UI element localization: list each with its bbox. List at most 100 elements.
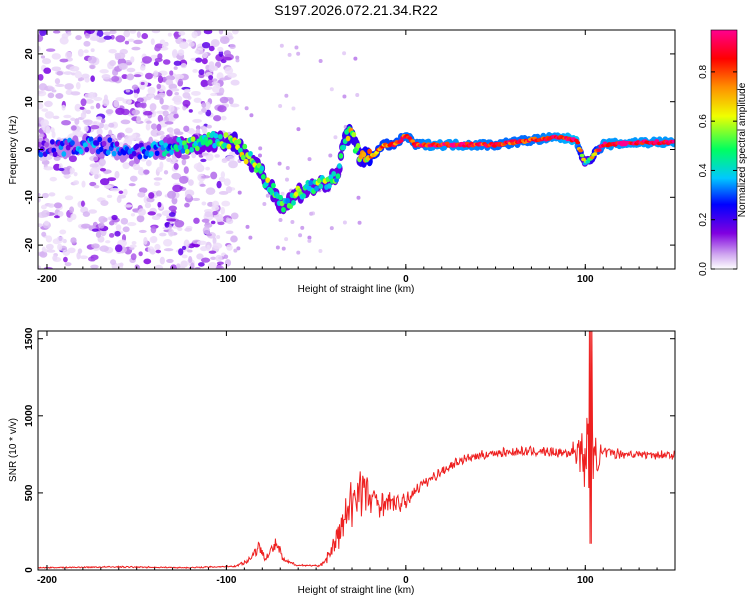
- spectrogram-speckle: [90, 48, 95, 53]
- spectrogram-speckle: [153, 95, 162, 100]
- spectrogram-speckle: [159, 232, 167, 237]
- spectrogram-speckle: [146, 120, 152, 124]
- spectrogram-speckle: [129, 175, 138, 182]
- spectrogram-ridge-core: [213, 133, 219, 139]
- spectrogram-speckle: [85, 109, 91, 115]
- spectrogram-speckle: [140, 81, 145, 86]
- spectrogram-speckle: [208, 64, 215, 73]
- spectrogram-speckle: [171, 197, 178, 205]
- spectrogram-speckle: [212, 242, 223, 250]
- spectrogram-speckle: [182, 99, 191, 107]
- spectrogram-speckle: [183, 239, 190, 248]
- spectrogram-ridge-core: [355, 142, 361, 149]
- spectrogram-speckle: [329, 87, 334, 92]
- spectrogram-speckle: [98, 222, 105, 229]
- spectrogram-speckle: [280, 191, 285, 196]
- y-tick-label: 500: [24, 484, 35, 501]
- spectrogram-speckle: [52, 30, 61, 34]
- spectrogram-speckle: [230, 235, 238, 243]
- spectrogram-speckle: [63, 174, 72, 178]
- spectrogram-speckle: [171, 172, 182, 180]
- spectrogram-speckle: [233, 248, 238, 253]
- spectrogram-ridge-core: [111, 150, 117, 157]
- spectrogram-speckle: [109, 232, 115, 238]
- spectrogram-speckle: [82, 119, 90, 123]
- spectrogram-speckle: [156, 166, 163, 173]
- snr-line-layer: [38, 331, 675, 569]
- spectrogram-speckle: [165, 75, 176, 81]
- spectrogram-speckle: [47, 92, 55, 99]
- spectrogram-speckle: [131, 46, 141, 51]
- spectrogram-speckle: [91, 243, 100, 249]
- spectrogram-speckle: [342, 51, 347, 56]
- spectrogram-speckle: [200, 257, 211, 263]
- y-tick-label: -10: [24, 190, 35, 205]
- spectrogram-speckle: [70, 117, 76, 122]
- spectrogram-speckle: [218, 191, 229, 195]
- spectrogram-speckle: [174, 73, 185, 80]
- spectrogram-speckle: [170, 264, 178, 269]
- spectrogram-speckle: [208, 75, 214, 80]
- spectrogram-speckle: [202, 226, 210, 235]
- spectrogram-speckle: [281, 246, 286, 251]
- spectrogram-speckle: [59, 58, 69, 63]
- spectrogram-speckle: [218, 30, 224, 35]
- spectrogram-speckle: [188, 42, 195, 47]
- spectrogram-speckle: [191, 31, 198, 39]
- spectrogram-speckle: [130, 56, 135, 63]
- spectrogram-ridge-core: [84, 146, 90, 153]
- spectrogram-ridge-core: [94, 140, 100, 146]
- spectrogram-speckle: [103, 35, 112, 40]
- spectrogram-speckle: [168, 105, 175, 113]
- spectrogram-speckle: [167, 32, 172, 37]
- spectrogram-ridge-core: [592, 152, 598, 156]
- spectrogram-ridge-core: [184, 148, 190, 155]
- spectrogram-speckle: [64, 51, 73, 59]
- spectrogram-speckle: [193, 97, 202, 103]
- spectrogram-speckle: [150, 38, 155, 46]
- spectrogram-speckle: [307, 238, 312, 243]
- spectrogram-speckle: [156, 123, 162, 132]
- spectrogram-speckle: [105, 109, 114, 115]
- spectrogram-speckle: [38, 102, 44, 110]
- spectrogram-ridge-core: [327, 183, 332, 189]
- spectrogram-speckle: [232, 30, 239, 35]
- spectrogram-ridge-core: [338, 153, 344, 159]
- spectrogram-speckle: [80, 223, 91, 229]
- spectrogram-speckle: [190, 262, 195, 269]
- spectrogram-speckle: [77, 77, 83, 82]
- spectrogram-speckle: [99, 245, 109, 252]
- spectrogram-ridge-core: [38, 141, 42, 148]
- spectrogram-speckle: [173, 31, 179, 40]
- spectrogram-speckle: [119, 262, 124, 267]
- spectrogram-ridge-core: [240, 154, 246, 161]
- spectrogram-speckle: [172, 184, 183, 193]
- spectrogram-speckle: [95, 116, 103, 121]
- spectrogram-speckle: [54, 78, 61, 85]
- spectrogram-ridge-core: [248, 150, 253, 157]
- spectrogram-speckle: [296, 250, 301, 255]
- spectrogram-speckle: [103, 31, 111, 36]
- spectrogram-speckle: [77, 48, 84, 57]
- spectrogram-speckle: [114, 230, 121, 237]
- spectrogram-ridge-core: [575, 140, 581, 145]
- spectrogram-speckle: [196, 253, 204, 260]
- spectrogram-speckle: [135, 137, 142, 142]
- spectrogram-ridge-core: [671, 139, 675, 144]
- spectrogram-speckle: [120, 217, 129, 225]
- spectrogram-speckle: [284, 237, 289, 242]
- spectrogram-speckle: [290, 219, 295, 224]
- spectrogram-speckle: [184, 227, 193, 232]
- spectrogram-speckle: [118, 190, 124, 195]
- spectrogram-speckle: [55, 83, 65, 87]
- spectrogram-speckle: [51, 89, 57, 93]
- spectrogram-speckle: [204, 101, 211, 110]
- spectrogram-speckle: [69, 206, 75, 214]
- spectrogram-speckle: [89, 36, 100, 42]
- spectrogram-speckle: [114, 52, 121, 57]
- spectrogram-speckle: [150, 225, 157, 234]
- spectrogram-speckle: [198, 262, 205, 267]
- spectrogram-speckle: [53, 215, 61, 219]
